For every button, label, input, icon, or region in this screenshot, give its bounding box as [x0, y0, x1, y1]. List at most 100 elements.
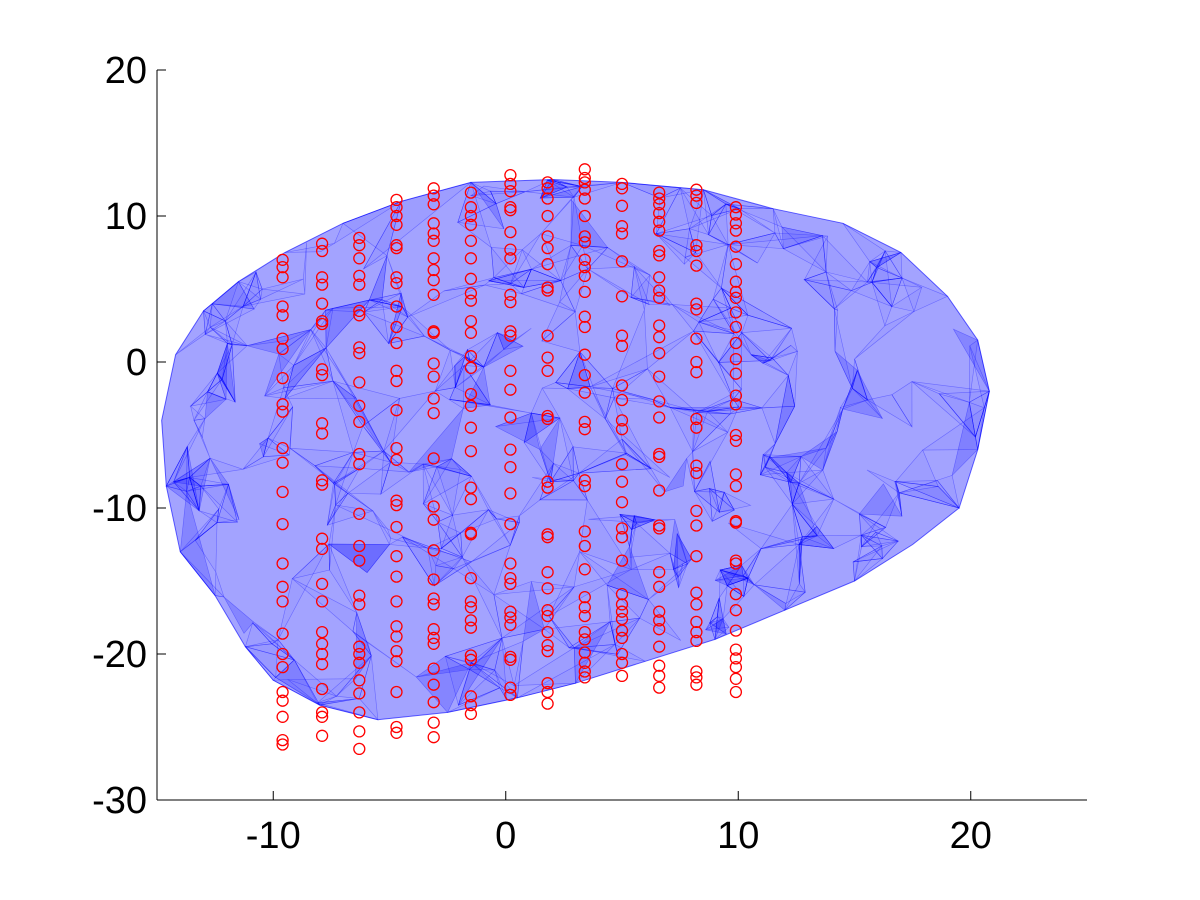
surface-triangle [655, 187, 713, 235]
surface-triangle [422, 464, 438, 523]
electrode-marker [427, 370, 440, 383]
surface-triangle [772, 208, 784, 249]
surface-triangle [189, 476, 202, 511]
surface-triangle [547, 179, 583, 187]
electrode-marker [464, 294, 478, 307]
surface-triangle [867, 250, 886, 283]
surface-triangle [291, 543, 330, 580]
surface-triangle [869, 252, 902, 268]
surface-triangle [698, 307, 750, 323]
surface-triangle [719, 564, 749, 579]
surface-triangle [200, 483, 229, 510]
surface-triangle [630, 297, 673, 305]
surface-triangle [293, 308, 334, 366]
electrode-marker [541, 409, 554, 423]
surface-triangle [825, 408, 844, 449]
surface-triangle [866, 267, 878, 283]
electrode-marker [504, 225, 517, 239]
surface-triangle [289, 448, 348, 494]
surface-triangle [696, 406, 739, 413]
electrode-marker [578, 236, 591, 249]
surface-triangle [363, 299, 383, 313]
surface-triangle [216, 343, 236, 403]
surface-triangle [523, 411, 551, 482]
surface-triangle [408, 408, 464, 473]
surface-triangle [207, 372, 223, 393]
surface-triangle [587, 268, 650, 305]
electrode-marker [390, 644, 403, 658]
electrode-marker [504, 177, 517, 191]
surface-triangle [493, 593, 546, 639]
surface-triangle [842, 223, 886, 263]
surface-triangle [488, 509, 511, 546]
electrode-marker [276, 660, 289, 674]
surface-triangle [725, 203, 776, 234]
surface-triangle [655, 233, 729, 258]
surface-triangle [175, 326, 211, 355]
surface-triangle [694, 460, 720, 513]
electrode-marker [315, 658, 329, 671]
electrode-marker [615, 496, 629, 509]
surface-triangle [242, 271, 263, 307]
x-tick-label: -10 [246, 815, 301, 857]
surface-triangle [186, 484, 229, 492]
surface-triangle [720, 564, 744, 577]
surface-triangle [458, 669, 501, 706]
electrode-marker [615, 669, 629, 683]
surface-triangle [471, 476, 497, 520]
surface-triangle [454, 349, 468, 388]
surface-triangle [566, 182, 623, 188]
surface-triangle [860, 534, 899, 559]
electrode-marker [578, 183, 591, 196]
surface-triangle [434, 350, 456, 392]
electrode-marker [504, 557, 517, 570]
electrode-marker [276, 332, 289, 345]
electrode-marker [276, 710, 289, 723]
electrode-marker [464, 399, 478, 412]
surface-triangle [510, 515, 520, 546]
surface-triangle [547, 179, 583, 188]
electrode-marker [464, 326, 478, 339]
electrode-marker [653, 522, 666, 535]
electrode-marker [729, 479, 743, 493]
electrode-marker [276, 580, 289, 593]
surface-triangle [711, 491, 735, 522]
surface-triangle [245, 646, 277, 681]
electrode-marker [464, 698, 478, 712]
surface-triangle [711, 203, 741, 216]
surface-triangle [861, 534, 899, 547]
surface-triangle [673, 532, 693, 570]
surface-triangle [225, 320, 248, 347]
electrode-marker [541, 677, 554, 690]
surface-triangle [709, 597, 720, 624]
electrode-marker [390, 520, 403, 534]
surface-triangle [609, 617, 641, 656]
surface-triangle [483, 332, 524, 368]
surface-triangle [471, 522, 520, 563]
electrode-marker [578, 609, 591, 623]
surface-triangle [798, 498, 834, 545]
surface-triangle [469, 190, 497, 205]
electrode-marker [729, 468, 743, 481]
surface-triangle [328, 504, 336, 571]
surface-triangle [190, 378, 223, 407]
surface-triangle [383, 390, 437, 452]
electrode-marker [353, 589, 366, 602]
surface-triangle [709, 622, 727, 640]
surface-triangle [894, 480, 961, 509]
electrode-marker [427, 716, 440, 729]
surface-triangle [573, 182, 623, 198]
electrode-marker [615, 414, 629, 427]
surface-triangle [488, 268, 532, 285]
electrode-marker [390, 193, 403, 207]
surface-triangle [244, 622, 273, 648]
surface-triangle [851, 369, 869, 401]
surface-triangle [774, 375, 796, 445]
electrode-marker [541, 625, 554, 639]
surface-triangle [454, 355, 466, 388]
electrode-marker [353, 507, 366, 520]
surface-triangle [732, 388, 742, 408]
electrode-marker [353, 647, 366, 661]
surface-triangle [225, 271, 257, 322]
surface-triangle [717, 597, 724, 620]
